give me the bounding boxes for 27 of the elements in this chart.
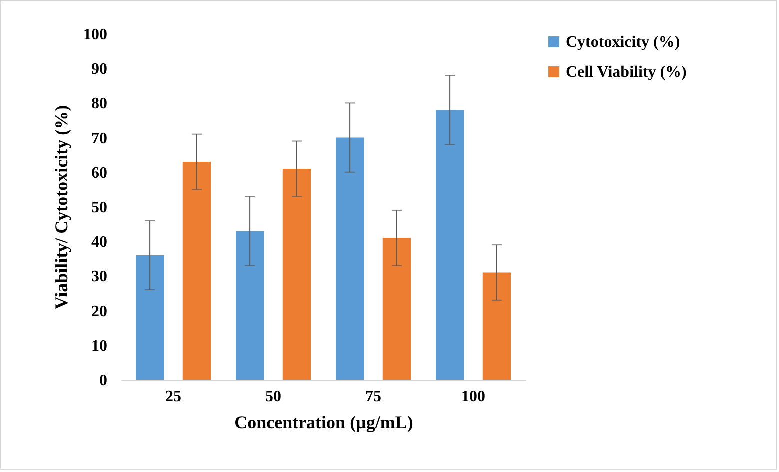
x-tick-label: 100: [462, 388, 486, 406]
x-axis-title: Concentration (µg/mL): [234, 412, 414, 432]
y-tick-label: 0: [100, 372, 108, 390]
y-tick-label: 80: [92, 96, 108, 113]
y-tick-label: 40: [92, 234, 108, 252]
y-axis-title: Viability/ Cytotoxicity (%): [52, 105, 72, 310]
y-tick-label: 70: [92, 130, 108, 148]
x-tick-label: 75: [366, 388, 382, 406]
y-tick-label: 30: [92, 268, 108, 286]
bar: [282, 168, 311, 380]
y-tick-label: 100: [84, 26, 108, 44]
legend-label: Cell Viability (%): [566, 64, 687, 81]
y-tick-label: 20: [92, 303, 108, 320]
bar: [482, 272, 511, 380]
bar: [436, 110, 464, 380]
bar: [382, 238, 411, 380]
y-tick-label: 90: [92, 61, 108, 78]
bar: [336, 138, 364, 380]
legend-label: Cytotoxicity (%): [566, 34, 680, 51]
bar: [236, 231, 264, 380]
x-tick-label: 25: [166, 388, 182, 406]
bar: [136, 255, 164, 380]
bar: [182, 162, 211, 380]
x-tick-label: 50: [266, 388, 282, 406]
y-tick-label: 10: [92, 338, 108, 355]
y-tick-label: 60: [92, 164, 108, 182]
y-tick-label: 50: [92, 200, 108, 216]
